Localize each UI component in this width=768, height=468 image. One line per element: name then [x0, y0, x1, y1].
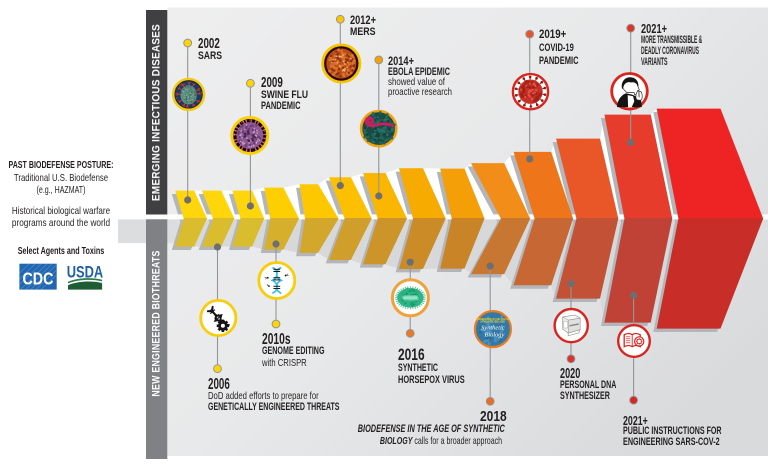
svg-text:BIODEFENSE IN THE AGE OF: BIODEFENSE IN THE AGE OF: [476, 318, 510, 321]
svg-text:Biology: Biology: [484, 332, 504, 339]
svg-text:USDA: USDA: [67, 264, 104, 282]
svg-text:SYNTHETIC BIOLOGY: SYNTHETIC BIOLOGY: [480, 321, 506, 324]
svg-text:CDC: CDC: [22, 270, 53, 289]
svg-text:Synthetic: Synthetic: [481, 325, 505, 332]
